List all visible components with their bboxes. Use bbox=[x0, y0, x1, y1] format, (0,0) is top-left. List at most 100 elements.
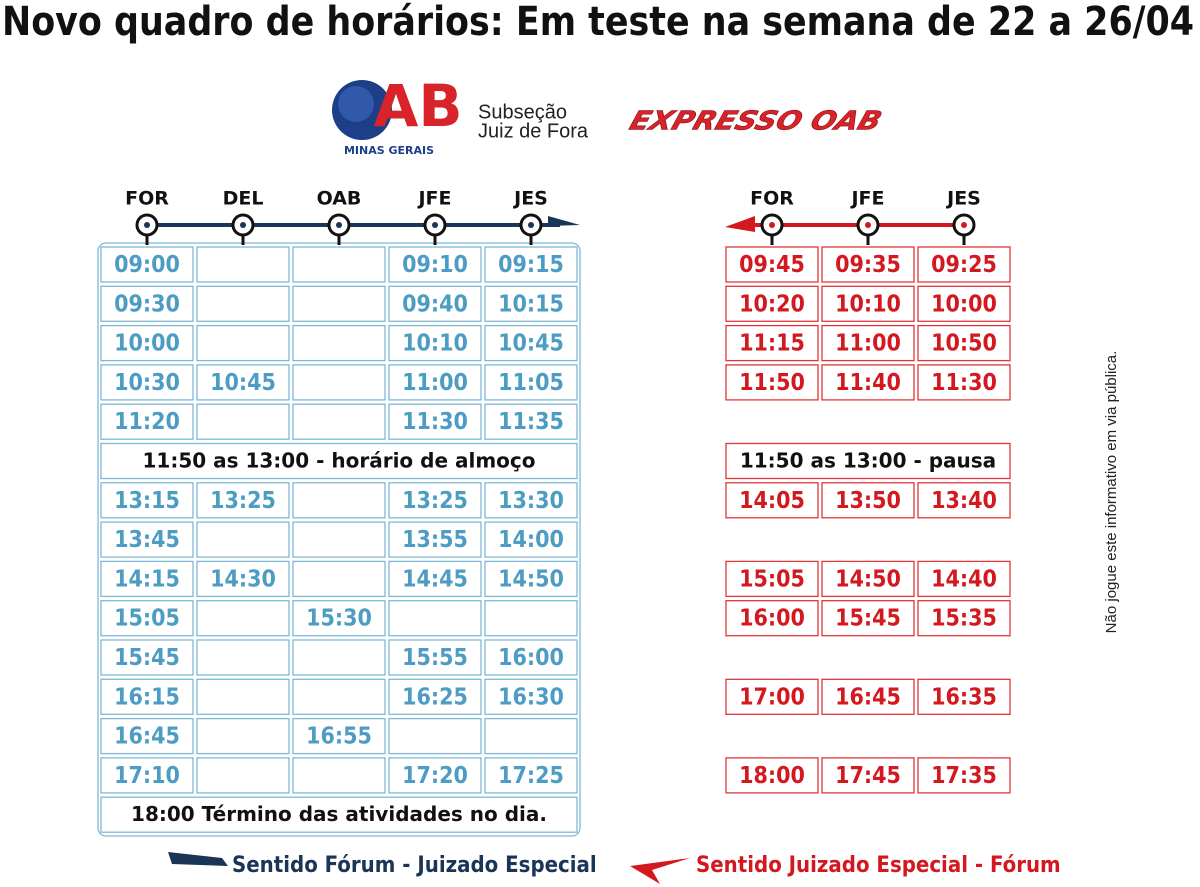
time: 14:00 bbox=[498, 527, 564, 553]
route-arrow bbox=[725, 216, 755, 232]
time: 11:00 bbox=[402, 370, 468, 396]
stop-dot bbox=[432, 222, 438, 228]
time-cell bbox=[100, 246, 194, 283]
stop-label: FOR bbox=[750, 188, 794, 210]
time: 11:00 bbox=[835, 331, 901, 357]
time: 14:15 bbox=[114, 566, 180, 592]
time-cell bbox=[292, 521, 386, 558]
time-cell bbox=[292, 600, 386, 637]
time-cell bbox=[821, 324, 915, 362]
logo-subsection: Subseção bbox=[478, 101, 567, 123]
time: 16:55 bbox=[306, 724, 372, 750]
time-cell bbox=[917, 364, 1011, 401]
time-cell bbox=[388, 678, 482, 715]
time-cell bbox=[100, 639, 194, 676]
time: 10:00 bbox=[931, 291, 997, 317]
direction-label: Sentido Fórum - Juizado Especial bbox=[232, 853, 597, 878]
time: 13:15 bbox=[114, 488, 180, 514]
time-cell bbox=[821, 246, 915, 283]
time: 10:45 bbox=[498, 331, 564, 357]
stop-label: JES bbox=[945, 188, 981, 210]
time: 10:50 bbox=[931, 331, 997, 357]
time-cell bbox=[196, 560, 290, 598]
time-cell bbox=[821, 285, 915, 322]
stop-dot bbox=[144, 222, 150, 228]
stop-label: FOR bbox=[125, 188, 169, 210]
time: 16:45 bbox=[835, 684, 901, 710]
time-cell bbox=[484, 285, 578, 322]
route-arrow bbox=[548, 216, 580, 226]
time: 10:10 bbox=[835, 291, 901, 317]
time: 13:30 bbox=[498, 488, 564, 514]
time: 13:25 bbox=[210, 488, 276, 514]
time: 14:50 bbox=[498, 566, 564, 592]
time: 09:15 bbox=[498, 252, 564, 278]
time: 17:20 bbox=[402, 763, 468, 789]
stop-dot bbox=[240, 222, 246, 228]
time-cell bbox=[917, 757, 1011, 794]
time-cell bbox=[725, 600, 819, 637]
time-cell bbox=[388, 639, 482, 676]
time-cell bbox=[725, 364, 819, 401]
time-cell bbox=[484, 364, 578, 401]
time-cell bbox=[388, 521, 482, 558]
time-cell bbox=[388, 403, 482, 440]
time-cell bbox=[196, 482, 290, 519]
time-cell bbox=[100, 403, 194, 440]
time-cell bbox=[196, 324, 290, 362]
time-cell bbox=[196, 285, 290, 322]
time-cell bbox=[388, 482, 482, 519]
time-cell bbox=[292, 757, 386, 794]
time: 10:20 bbox=[739, 291, 805, 317]
time-cell bbox=[292, 482, 386, 519]
time: 11:30 bbox=[931, 370, 997, 396]
time-cell bbox=[292, 678, 386, 715]
time: 11:20 bbox=[114, 409, 180, 435]
time-cell bbox=[388, 600, 482, 637]
time-cell bbox=[292, 285, 386, 322]
time: 17:35 bbox=[931, 763, 997, 789]
time-cell bbox=[725, 246, 819, 283]
time-cell bbox=[196, 678, 290, 715]
time-cell bbox=[388, 324, 482, 362]
time-cell bbox=[725, 678, 819, 715]
time: 11:30 bbox=[402, 409, 468, 435]
brand: EXPRESSO OAB bbox=[626, 106, 886, 136]
time-cell bbox=[292, 639, 386, 676]
time-cell bbox=[196, 717, 290, 755]
time-cell bbox=[388, 364, 482, 401]
logo-region: MINAS GERAIS bbox=[344, 144, 434, 157]
time-cell bbox=[196, 364, 290, 401]
time: 15:05 bbox=[739, 566, 805, 592]
time-cell bbox=[821, 482, 915, 519]
time-cell bbox=[100, 285, 194, 322]
time: 15:45 bbox=[835, 606, 901, 632]
stop-dot bbox=[336, 222, 342, 228]
time-cell bbox=[821, 678, 915, 715]
time: 17:25 bbox=[498, 763, 564, 789]
direction-label: Sentido Juizado Especial - Fórum bbox=[696, 853, 1061, 878]
time: 09:25 bbox=[931, 252, 997, 278]
time-cell bbox=[821, 757, 915, 794]
time: 17:00 bbox=[739, 684, 805, 710]
time: 17:10 bbox=[114, 763, 180, 789]
time-cell bbox=[917, 560, 1011, 598]
time: 14:50 bbox=[835, 566, 901, 592]
time: 11:50 bbox=[739, 370, 805, 396]
time-cell bbox=[821, 600, 915, 637]
time-cell bbox=[484, 717, 578, 755]
time: 16:30 bbox=[498, 684, 564, 710]
time: 14:45 bbox=[402, 566, 468, 592]
time-cell bbox=[484, 521, 578, 558]
break-cell bbox=[100, 442, 578, 480]
time-cell bbox=[100, 678, 194, 715]
time: 10:00 bbox=[114, 331, 180, 357]
break-label: 11:50 as 13:00 - pausa bbox=[740, 449, 996, 473]
stop-label: OAB bbox=[317, 188, 362, 210]
stop-dot bbox=[528, 222, 534, 228]
time-cell bbox=[388, 285, 482, 322]
time: 15:55 bbox=[402, 645, 468, 671]
time-cell bbox=[100, 717, 194, 755]
time-cell bbox=[484, 757, 578, 794]
time-cell bbox=[292, 364, 386, 401]
